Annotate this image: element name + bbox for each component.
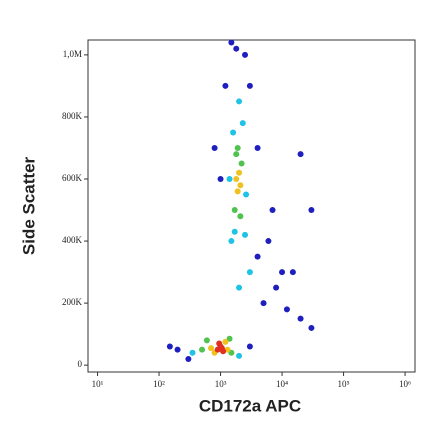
point [297,151,304,158]
point [236,284,243,291]
point [231,207,238,214]
point [243,191,250,198]
x-axis-title: CD172a APC [199,396,301,415]
point [246,269,253,276]
point [289,269,296,276]
x-tick-label: 10⁴ [276,379,288,389]
point [230,129,237,136]
point [203,337,210,344]
point [189,349,196,356]
point [238,160,245,167]
y-tick-label: 200K [62,297,83,307]
point [234,188,241,195]
point [226,335,233,342]
point [211,144,218,151]
point [233,151,240,158]
point [254,144,261,151]
point [279,269,286,276]
point [228,238,235,245]
point [246,82,253,89]
x-tick-label: 10⁵ [337,379,349,389]
point [297,315,304,322]
y-tick-label: 0 [78,359,83,369]
y-tick-label: 400K [62,235,83,245]
point [237,213,244,220]
point [242,231,249,238]
point [242,51,249,58]
point [222,338,229,345]
point [216,340,223,347]
point [308,324,315,331]
point [228,39,235,46]
point [269,207,276,214]
x-tick-label: 10³ [215,379,227,389]
point [233,45,240,52]
point [283,306,290,313]
point [231,228,238,235]
point [239,120,246,127]
x-tick-label: 10² [153,379,165,389]
y-axis-title: Side Scatter [19,156,38,255]
point [222,82,229,89]
point [217,176,224,183]
point [265,238,272,245]
point [254,253,261,260]
point [199,346,206,353]
point [208,345,215,352]
point [218,345,225,352]
point [273,284,280,291]
point [260,300,267,307]
point [236,352,243,359]
point [236,98,243,105]
point [226,176,233,183]
x-tick-label: 10⁶ [399,379,411,389]
point [166,343,173,350]
plot-frame [87,39,416,373]
point [237,182,244,189]
point [246,343,253,350]
y-tick-label: 600K [62,173,83,183]
point [234,144,241,151]
point [174,346,181,353]
point [185,355,192,362]
point [236,169,243,176]
y-tick-label: 1,0M [63,49,82,59]
y-tick-label: 800K [62,111,83,121]
point [308,207,315,214]
point [233,176,240,183]
x-tick-label: 10¹ [92,379,104,389]
